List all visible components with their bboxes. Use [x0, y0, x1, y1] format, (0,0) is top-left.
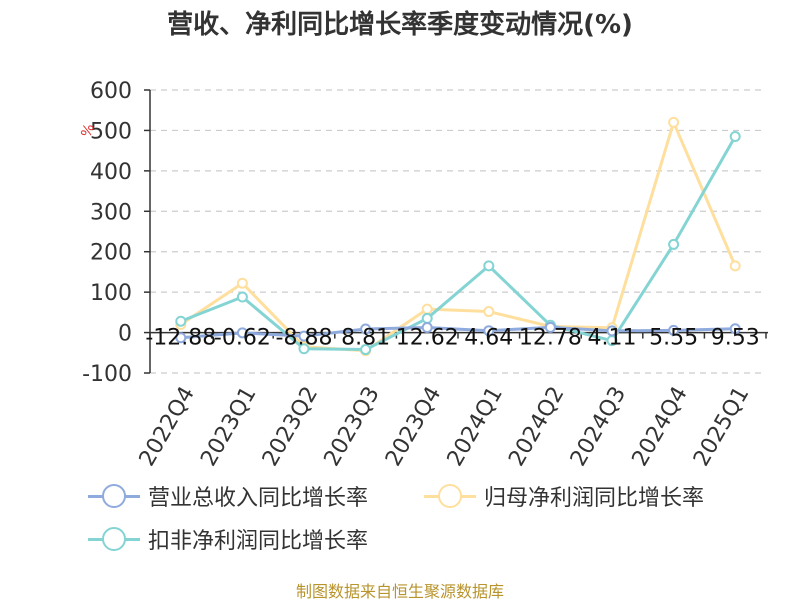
- data-label: 8.81: [341, 326, 390, 351]
- data-label: 9.53: [711, 326, 760, 351]
- data-label: 4.64: [464, 326, 513, 351]
- data-label: -0.62: [214, 326, 271, 351]
- data-point: [729, 130, 741, 142]
- data-point: [606, 325, 618, 337]
- data-point: [236, 277, 248, 289]
- y-tick-label: 0: [118, 322, 132, 347]
- legend-item-revenue[interactable]: 营业总收入同比增长率: [88, 480, 368, 512]
- axes: 6005004003002001000-100%2022Q42023Q12023…: [78, 79, 768, 471]
- x-tick-label: 2023Q2: [258, 383, 323, 471]
- data-point: [483, 260, 495, 272]
- data-point: [236, 327, 248, 339]
- x-tick-label: 2023Q3: [319, 383, 384, 471]
- data-label: 12.78: [519, 326, 582, 351]
- data-point: [360, 323, 372, 335]
- data-labels: -12.88-0.62 -8.88 8.81 12.62 4.64 12.78 4.11 5.…: [145, 326, 759, 351]
- y-tick-label: 600: [90, 79, 132, 104]
- series-line: [179, 120, 737, 353]
- data-point: [668, 238, 680, 250]
- data-point: [729, 323, 741, 335]
- data-point: [668, 324, 680, 336]
- legend-label: 营业总收入同比增长率: [148, 486, 369, 511]
- data-label: -12.88: [145, 326, 216, 351]
- data-point: [421, 312, 433, 324]
- series-lines: [175, 116, 741, 357]
- data-point: [483, 306, 495, 318]
- x-tick-label: 2024Q3: [566, 383, 631, 471]
- data-point: [421, 303, 433, 315]
- y-tick-label: 400: [90, 160, 132, 185]
- legend-marker-icon: [424, 484, 476, 508]
- data-point: [668, 116, 680, 128]
- data-point: [175, 315, 187, 327]
- y-tick-label: 200: [90, 241, 132, 266]
- data-point: [175, 332, 187, 344]
- data-label: 5.55: [649, 326, 698, 351]
- x-tick-label: 2024Q1: [443, 383, 508, 471]
- x-tick-label: 2024Q4: [627, 383, 692, 471]
- legend-label: 归母净利润同比增长率: [484, 486, 705, 511]
- data-point: [236, 291, 248, 303]
- y-axis-unit-label: %: [78, 122, 98, 140]
- series-line: [180, 325, 736, 340]
- legend-marker-icon: [88, 527, 140, 551]
- legend-marker-icon: [88, 484, 140, 508]
- data-point: [360, 344, 372, 356]
- data-point: [544, 321, 556, 333]
- data-point: [421, 321, 433, 333]
- data-label: -8.88: [276, 326, 333, 351]
- data-point: [298, 330, 310, 342]
- data-point: [298, 343, 310, 355]
- x-tick-label: 2023Q1: [196, 383, 261, 471]
- legend-item-net-profit[interactable]: 归母净利润同比增长率: [424, 480, 704, 512]
- source-note: 制图数据来自恒生聚源数据库: [295, 582, 504, 601]
- data-label: 12.62: [396, 326, 459, 351]
- x-tick-label: 2023Q4: [381, 383, 446, 471]
- y-tick-label: 300: [90, 200, 132, 225]
- y-tick-label: -100: [82, 362, 132, 387]
- x-tick-label: 2025Q1: [689, 383, 754, 471]
- x-tick-label: 2024Q2: [504, 383, 569, 471]
- y-tick-label: 100: [90, 281, 132, 306]
- data-point: [729, 260, 741, 272]
- x-tick-label: 2022Q4: [135, 383, 200, 471]
- y-tick-label: 500: [90, 119, 132, 144]
- legend-item-deducted-net-profit[interactable]: 扣非净利润同比增长率: [88, 523, 368, 555]
- series-line: [180, 135, 737, 352]
- legend-label: 扣非净利润同比增长率: [148, 529, 369, 554]
- chart-title: 营收、净利同比增长率季度变动情况(%): [167, 10, 633, 40]
- data-point: [483, 325, 495, 337]
- data-label: 4.11: [588, 326, 637, 351]
